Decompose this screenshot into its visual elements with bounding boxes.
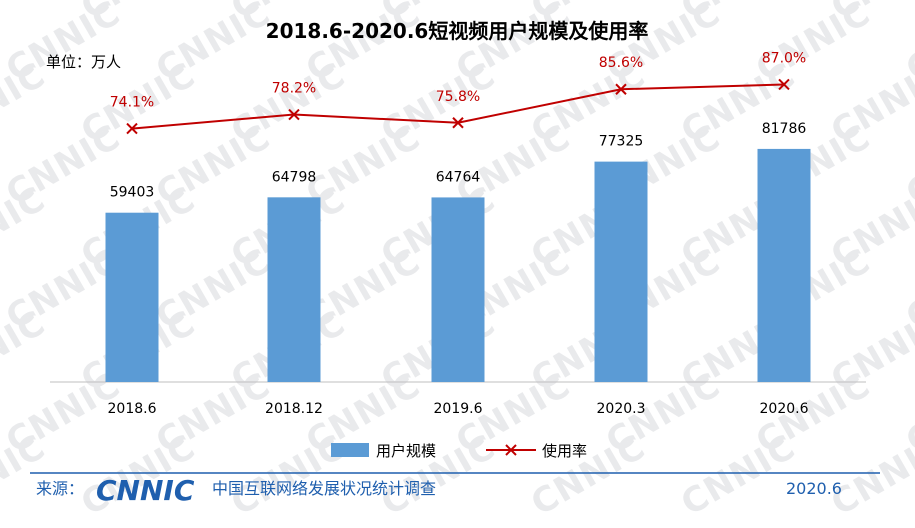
footer-source-label: 来源： (36, 479, 84, 498)
bar (105, 212, 159, 382)
rate-value-label: 78.2% (272, 81, 316, 97)
bar (431, 197, 485, 382)
legend: 用户规模 使用率 (331, 442, 587, 460)
rate-value-label: 87.0% (762, 50, 806, 66)
rate-point-marker (452, 117, 464, 129)
watermark-text: CNNIC (0, 0, 52, 28)
bar-value-label: 81786 (762, 121, 807, 137)
bar-value-labels: 59403 64798 64764 77325 81786 (110, 121, 807, 201)
unit-label: 单位：万人 (46, 53, 121, 71)
footer-date: 2020.6 (786, 479, 842, 498)
bar (757, 148, 811, 382)
rate-point-marker (615, 83, 627, 95)
rate-point-marker (288, 108, 300, 121)
category-tick-label: 2018.6 (108, 401, 157, 417)
category-tick-label: 2018.12 (265, 401, 323, 417)
chart-title: 2018.6-2020.6短视频用户规模及使用率 (266, 19, 649, 43)
rate-value-label: 85.6% (599, 55, 643, 71)
bar (594, 161, 648, 382)
category-labels: 2018.6 2018.12 2019.6 2020.3 2020.6 (108, 401, 809, 417)
legend-line-label: 使用率 (542, 442, 587, 460)
legend-line-marker-icon (505, 444, 517, 456)
bar-value-label: 64764 (436, 169, 481, 185)
rate-point-marker (778, 78, 790, 91)
bar (267, 197, 321, 382)
cnnic-logo: CNNIC (96, 474, 195, 507)
rate-point-marker (126, 122, 138, 135)
watermark-text: CNNIC (225, 427, 353, 524)
bar-value-label: 64798 (272, 169, 317, 185)
legend-bar-swatch (331, 443, 369, 457)
rate-value-label: 75.8% (436, 89, 480, 105)
bar-series (105, 148, 811, 382)
rate-series (126, 78, 790, 135)
watermark-text: CNNIC (675, 427, 803, 524)
category-tick-label: 2020.6 (760, 401, 809, 417)
watermark-text: CNNIC (825, 427, 915, 524)
footer-org-name: 中国互联网络发展状况统计调查 (212, 479, 436, 498)
bar-value-label: 77325 (599, 134, 644, 150)
legend-bar-label: 用户规模 (376, 442, 436, 460)
category-tick-label: 2019.6 (434, 401, 483, 417)
rate-value-label: 74.1% (110, 95, 154, 111)
bar-value-label: 59403 (110, 185, 155, 201)
category-tick-label: 2020.3 (597, 401, 646, 417)
rate-value-labels: 74.1% 78.2% 75.8% 85.6% 87.0% (110, 50, 806, 110)
